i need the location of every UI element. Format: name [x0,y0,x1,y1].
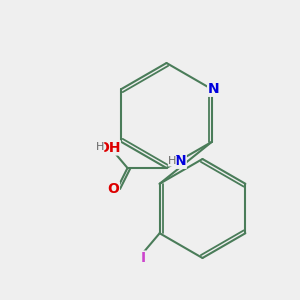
Text: I: I [141,251,146,265]
Text: H: H [168,156,176,166]
Text: N: N [208,82,219,96]
Text: N: N [175,154,186,168]
Text: O: O [107,182,119,196]
Text: OH: OH [97,141,120,155]
Text: H: H [96,142,104,152]
